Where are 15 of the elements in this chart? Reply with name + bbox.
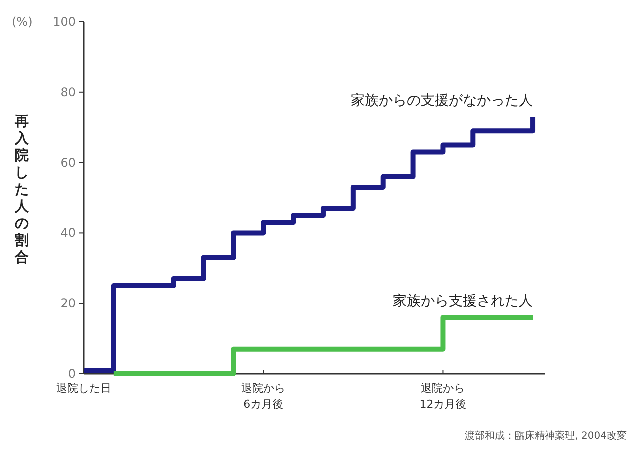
x-tick-label: 退院した日 [56,382,112,395]
y-tick-label: 40 [60,226,76,240]
x-tick-label: 退院から 12カ月後 [420,382,467,411]
text: 渡部和成：臨床精神薬理, 2004改変 [465,430,627,442]
y-tick-label: 80 [60,85,76,100]
text: 再入院した人の割合 [15,114,29,266]
y-tick-label: 100 [53,15,76,29]
x-tick-label: 退院から 6カ月後 [242,382,286,411]
y-tick-label: 60 [60,156,76,170]
series-label: 家族から支援された人 [393,294,534,310]
plot: 0 20 40 60 80 100 家族からの支援がなかった人 家族から支援された人 退院した日 退院から 6カ月後 退院から 12カ月後 [53,15,545,411]
y-tick-label: 20 [60,296,76,311]
series-label: 家族からの支援がなかった人 [351,93,534,110]
text: (%) [12,15,33,29]
y-tick-label: 0 [68,367,76,381]
